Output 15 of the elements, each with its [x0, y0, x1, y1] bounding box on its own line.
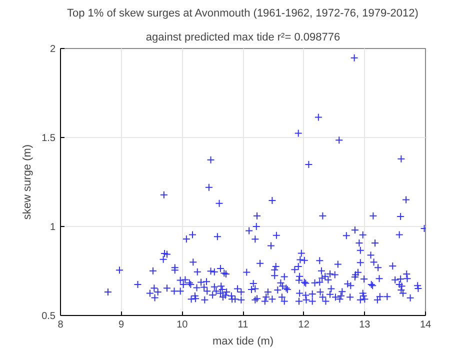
y-tick-label: 1 [50, 222, 56, 233]
chart-title: Top 1% of skew surges at Avonmouth (1961-1962, 1972-76, 1979-2012) [66, 8, 418, 20]
y-axis-title: skew surge (m) [22, 144, 34, 220]
x-tick-label: 13 [359, 320, 371, 330]
x-tick-label: 9 [118, 320, 125, 330]
y-tick-label: 0.5 [42, 311, 56, 322]
x-tick-label: 12 [298, 320, 310, 330]
x-axis-title: max tide (m) [212, 336, 274, 348]
chart-subtitle: against predicted max tide r²= 0.098776 [146, 32, 340, 44]
y-tick-label: 2 [50, 44, 56, 55]
x-tick-label: 11 [238, 320, 249, 330]
y-tick-label: 1.5 [42, 133, 56, 144]
x-tick-label: 8 [58, 320, 64, 330]
x-tick-label: 10 [176, 320, 188, 330]
x-tick-label: 14 [420, 320, 432, 330]
